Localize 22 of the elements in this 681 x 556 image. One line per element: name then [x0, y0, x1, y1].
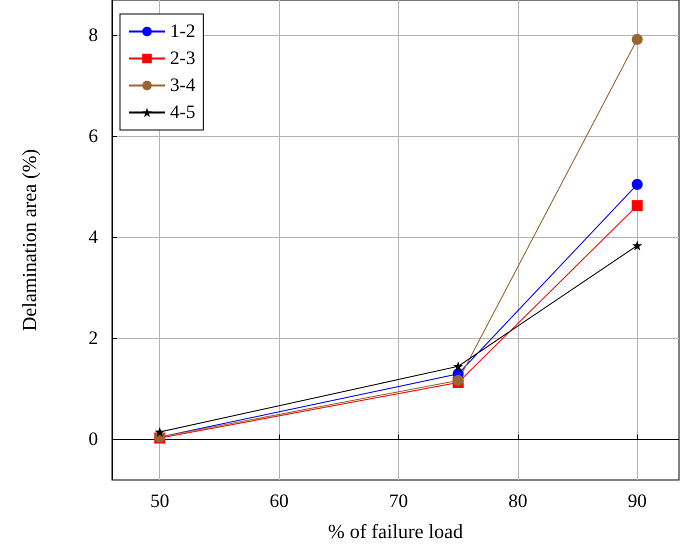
point [632, 200, 643, 212]
x-tick-label: 70 [388, 491, 408, 512]
point [453, 361, 464, 372]
point [632, 34, 643, 45]
y-tick-label: 8 [88, 24, 98, 46]
point [154, 427, 165, 437]
point [632, 178, 643, 190]
x-tick-label: 60 [270, 491, 289, 512]
legend-label: 1-2 [170, 21, 196, 42]
y-tick-label: 0 [88, 429, 98, 450]
y-tick-label: 6 [88, 126, 98, 147]
legend-label: 3-4 [170, 75, 196, 96]
point [632, 240, 642, 251]
x-tick-label: 90 [628, 491, 647, 512]
x-tick-label: 50 [150, 491, 170, 512]
y-tick-label: 2 [88, 328, 98, 350]
legend-label: 2-3 [170, 48, 196, 69]
x-tick-label: 80 [508, 491, 528, 512]
legend-label: 4-5 [170, 102, 196, 123]
y-axis-title: Delamination area (%) [19, 148, 41, 332]
y-tick-label: 4 [88, 226, 98, 248]
x-axis-title: % of failure load [328, 521, 463, 543]
